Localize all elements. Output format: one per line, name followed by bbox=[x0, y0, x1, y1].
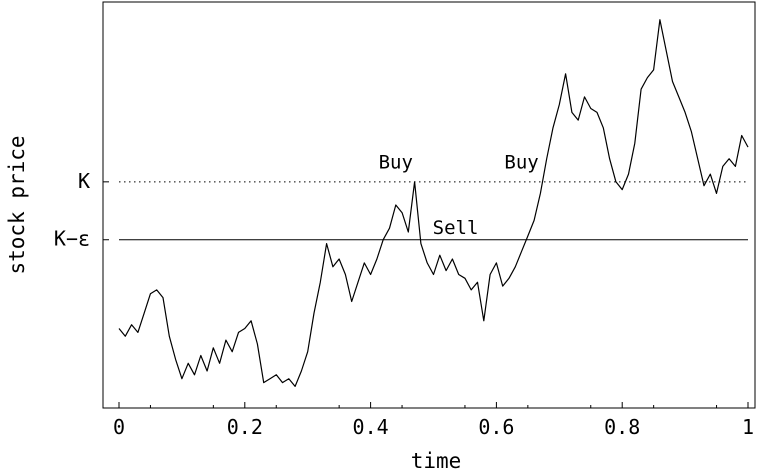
x-axis-title: time bbox=[411, 449, 462, 473]
x-axis-ticks: 0 0.2 0.4 0.6 0.8 1 bbox=[113, 402, 754, 439]
reference-labels: K K−ε bbox=[54, 169, 109, 251]
x-tick-label: 0.8 bbox=[604, 415, 640, 439]
reference-lines bbox=[119, 181, 748, 241]
x-tick-label: 1 bbox=[742, 415, 754, 439]
x-tick-label: 0.4 bbox=[353, 415, 389, 439]
annotation-buy-0: Buy bbox=[379, 151, 413, 173]
annotation-sell-1: Sell bbox=[433, 217, 479, 239]
plot-frame bbox=[102, 1, 756, 409]
stock-price-line bbox=[118, 19, 749, 387]
x-tick-label: 0.2 bbox=[227, 415, 263, 439]
y-axis-title: stock price bbox=[5, 135, 29, 274]
annotations: Buy Sell Buy bbox=[379, 151, 539, 239]
x-tick-label: 0.6 bbox=[478, 415, 514, 439]
x-tick-label: 0 bbox=[113, 415, 125, 439]
annotation-buy-2: Buy bbox=[504, 151, 538, 173]
y-tick-label: K bbox=[78, 169, 90, 193]
y-tick-label: K−ε bbox=[54, 227, 90, 251]
